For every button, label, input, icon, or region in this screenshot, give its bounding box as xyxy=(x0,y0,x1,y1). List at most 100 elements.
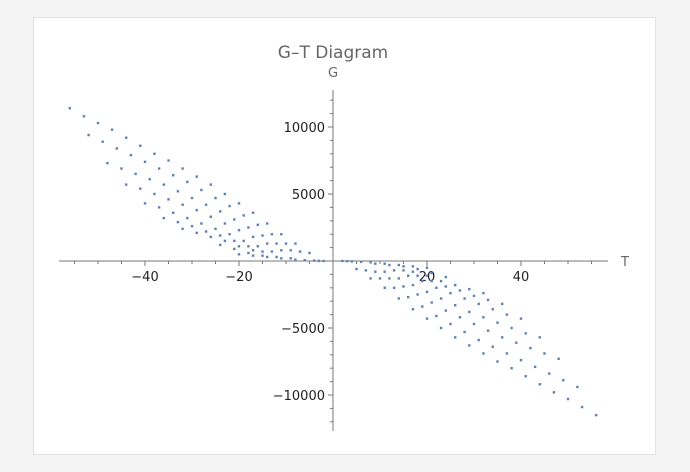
data-point xyxy=(388,277,391,280)
data-point xyxy=(557,357,560,361)
data-point xyxy=(186,180,189,184)
data-point xyxy=(425,290,429,294)
data-point xyxy=(430,279,433,283)
data-point xyxy=(454,283,457,287)
data-point xyxy=(468,344,471,347)
data-point xyxy=(472,322,476,326)
data-point xyxy=(524,332,527,335)
data-point xyxy=(209,183,212,186)
data-point xyxy=(543,352,546,355)
data-point xyxy=(115,147,118,150)
data-point xyxy=(308,251,311,255)
data-point xyxy=(397,277,400,280)
data-point xyxy=(87,133,90,137)
data-point xyxy=(266,242,269,245)
data-point xyxy=(237,228,241,232)
data-point xyxy=(233,218,236,221)
y-tick-label: −5000 xyxy=(281,322,325,337)
data-point xyxy=(209,235,212,239)
data-point xyxy=(421,305,424,308)
data-point xyxy=(496,321,499,324)
data-point xyxy=(576,385,579,389)
data-point xyxy=(176,220,180,224)
data-point xyxy=(172,211,175,214)
data-point xyxy=(350,260,353,263)
data-point xyxy=(515,341,518,344)
data-point xyxy=(491,345,494,348)
data-point xyxy=(486,329,490,332)
data-point xyxy=(411,308,415,311)
data-point xyxy=(181,227,184,231)
data-point xyxy=(134,172,137,176)
data-point xyxy=(181,167,184,170)
data-point xyxy=(190,224,194,228)
data-point xyxy=(425,274,429,277)
data-point xyxy=(458,316,462,319)
data-point xyxy=(482,316,485,319)
data-point xyxy=(458,289,462,292)
data-point xyxy=(214,227,217,231)
data-point xyxy=(463,330,466,334)
data-point xyxy=(237,202,241,205)
data-point xyxy=(313,259,316,262)
data-point xyxy=(430,271,433,275)
data-point xyxy=(510,367,513,370)
data-point xyxy=(477,302,480,306)
data-point xyxy=(157,167,161,170)
data-point xyxy=(219,210,222,213)
data-point xyxy=(322,259,325,263)
data-point xyxy=(317,259,321,263)
data-point xyxy=(416,267,419,271)
data-point xyxy=(148,178,151,181)
data-point xyxy=(153,152,156,155)
data-point xyxy=(200,188,203,192)
data-point xyxy=(195,231,198,235)
data-point xyxy=(454,304,457,307)
data-point xyxy=(378,277,382,280)
data-point xyxy=(402,285,405,288)
y-tick-label: 10000 xyxy=(284,121,325,136)
data-point xyxy=(280,257,283,260)
data-point xyxy=(538,336,541,339)
data-point xyxy=(411,270,415,273)
data-point xyxy=(341,259,344,263)
data-point xyxy=(228,204,231,208)
data-point xyxy=(181,203,184,206)
data-point xyxy=(143,202,147,205)
data-point xyxy=(416,274,419,277)
data-point xyxy=(468,310,471,314)
data-point xyxy=(237,245,241,248)
x-axis-label: T xyxy=(620,255,629,270)
data-point xyxy=(439,297,443,300)
data-point xyxy=(125,183,128,186)
data-point xyxy=(505,313,509,316)
data-point xyxy=(425,266,429,269)
data-point xyxy=(294,242,297,245)
data-point xyxy=(566,397,570,401)
data-point xyxy=(247,251,250,255)
data-point xyxy=(195,208,198,212)
data-point xyxy=(444,285,447,288)
data-point xyxy=(125,136,128,139)
data-point xyxy=(435,286,438,289)
data-point xyxy=(449,291,452,295)
data-point xyxy=(200,222,203,225)
data-point xyxy=(402,269,405,272)
data-point xyxy=(477,338,480,342)
data-point xyxy=(162,216,165,220)
data-point xyxy=(233,247,236,251)
data-point xyxy=(275,255,278,259)
data-point xyxy=(256,223,259,227)
data-point xyxy=(407,295,410,299)
data-point xyxy=(157,206,161,209)
data-point xyxy=(251,249,255,252)
data-point xyxy=(298,250,302,253)
data-point xyxy=(533,365,537,369)
data-point xyxy=(397,263,400,267)
data-point xyxy=(402,265,405,268)
data-point xyxy=(519,317,523,320)
data-point xyxy=(106,161,109,165)
data-point xyxy=(548,372,551,375)
data-point xyxy=(411,283,415,287)
